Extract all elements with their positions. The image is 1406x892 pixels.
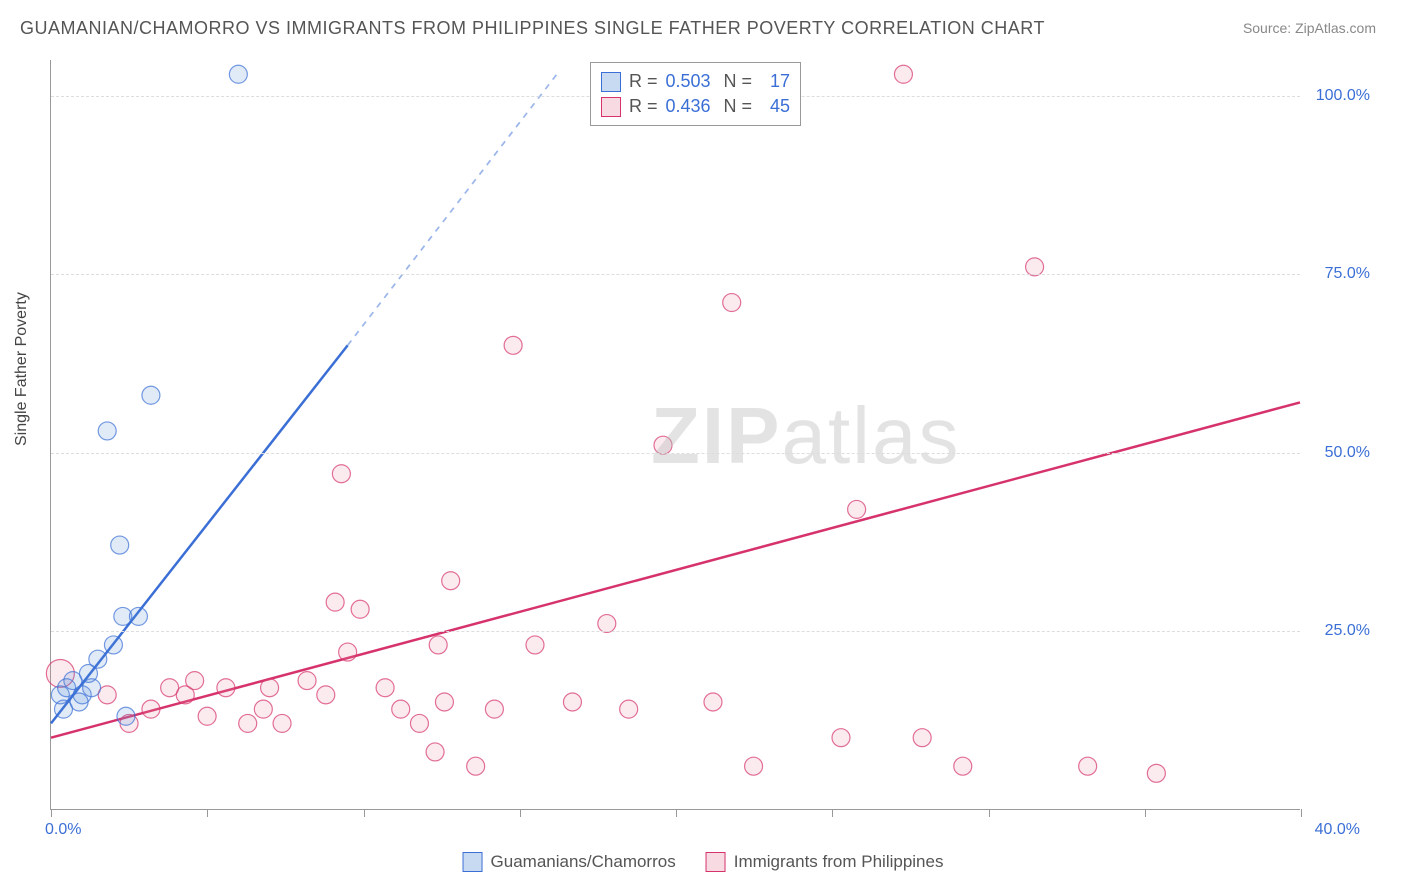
data-point — [467, 757, 485, 775]
data-point — [298, 672, 316, 690]
data-point — [745, 757, 763, 775]
y-tick-label: 25.0% — [1325, 622, 1370, 640]
data-point — [429, 636, 447, 654]
n-label: N = — [724, 71, 753, 92]
data-point — [1147, 764, 1165, 782]
legend-row-series-1: R = 0.436 N = 45 — [601, 94, 790, 119]
data-point — [186, 672, 204, 690]
data-point — [142, 700, 160, 718]
r-value-0: 0.503 — [666, 71, 716, 92]
data-point — [98, 422, 116, 440]
data-point — [317, 686, 335, 704]
x-tick — [1301, 809, 1302, 817]
data-point — [339, 643, 357, 661]
data-point — [1079, 757, 1097, 775]
data-point — [351, 600, 369, 618]
r-value-1: 0.436 — [666, 96, 716, 117]
data-point — [142, 386, 160, 404]
x-tick — [364, 809, 365, 817]
data-point — [485, 700, 503, 718]
correlation-legend: R = 0.503 N = 17 R = 0.436 N = 45 — [590, 62, 801, 126]
data-point — [198, 707, 216, 725]
n-value-0: 17 — [760, 71, 790, 92]
legend-item-series-1: Immigrants from Philippines — [706, 852, 944, 872]
swatch-series-0 — [601, 72, 621, 92]
n-label: N = — [724, 96, 753, 117]
data-point — [217, 679, 235, 697]
y-tick-label: 100.0% — [1316, 87, 1370, 105]
data-point — [410, 714, 428, 732]
data-point — [332, 465, 350, 483]
gridline — [51, 453, 1300, 454]
data-point — [254, 700, 272, 718]
data-point — [229, 65, 247, 83]
r-label: R = — [629, 71, 658, 92]
data-point — [704, 693, 722, 711]
data-point — [273, 714, 291, 732]
source-attribution: Source: ZipAtlas.com — [1243, 20, 1376, 36]
data-point — [111, 536, 129, 554]
data-point — [326, 593, 344, 611]
data-point — [654, 436, 672, 454]
series-1-name: Immigrants from Philippines — [734, 852, 944, 872]
swatch-series-0-bottom — [463, 852, 483, 872]
trend-line-dashed — [348, 74, 557, 345]
data-point — [1026, 258, 1044, 276]
gridline — [51, 631, 1300, 632]
x-tick — [520, 809, 521, 817]
data-point — [70, 693, 88, 711]
y-axis-label: Single Father Poverty — [13, 292, 31, 446]
scatter-plot-area: ZIPatlas 25.0%50.0%75.0%100.0%0.0%40.0% — [50, 60, 1300, 810]
x-tick — [676, 809, 677, 817]
r-label: R = — [629, 96, 658, 117]
y-tick-label: 50.0% — [1325, 444, 1370, 462]
x-tick — [51, 809, 52, 817]
data-point — [620, 700, 638, 718]
data-point — [954, 757, 972, 775]
series-0-name: Guamanians/Chamorros — [491, 852, 676, 872]
data-point — [129, 607, 147, 625]
n-value-1: 45 — [760, 96, 790, 117]
x-tick — [207, 809, 208, 817]
data-point — [117, 707, 135, 725]
data-point — [848, 500, 866, 518]
x-tick — [989, 809, 990, 817]
data-point — [526, 636, 544, 654]
data-point — [894, 65, 912, 83]
data-point — [261, 679, 279, 697]
data-point — [832, 729, 850, 747]
x-tick — [832, 809, 833, 817]
x-origin-label: 0.0% — [45, 821, 81, 839]
data-point — [239, 714, 257, 732]
legend-row-series-0: R = 0.503 N = 17 — [601, 69, 790, 94]
data-point — [426, 743, 444, 761]
data-point — [598, 615, 616, 633]
data-point — [89, 650, 107, 668]
data-point — [913, 729, 931, 747]
swatch-series-1-bottom — [706, 852, 726, 872]
gridline — [51, 274, 1300, 275]
series-legend: Guamanians/Chamorros Immigrants from Phi… — [463, 852, 944, 872]
data-point — [563, 693, 581, 711]
chart-title: GUAMANIAN/CHAMORRO VS IMMIGRANTS FROM PH… — [20, 18, 1045, 39]
data-point — [392, 700, 410, 718]
plot-svg — [51, 60, 1300, 809]
legend-item-series-0: Guamanians/Chamorros — [463, 852, 676, 872]
x-tick — [1145, 809, 1146, 817]
data-point — [435, 693, 453, 711]
data-point — [723, 294, 741, 312]
swatch-series-1 — [601, 97, 621, 117]
data-point — [442, 572, 460, 590]
data-point — [104, 636, 122, 654]
y-tick-label: 75.0% — [1325, 265, 1370, 283]
x-max-label: 40.0% — [1315, 821, 1360, 839]
data-point — [504, 336, 522, 354]
data-point — [376, 679, 394, 697]
